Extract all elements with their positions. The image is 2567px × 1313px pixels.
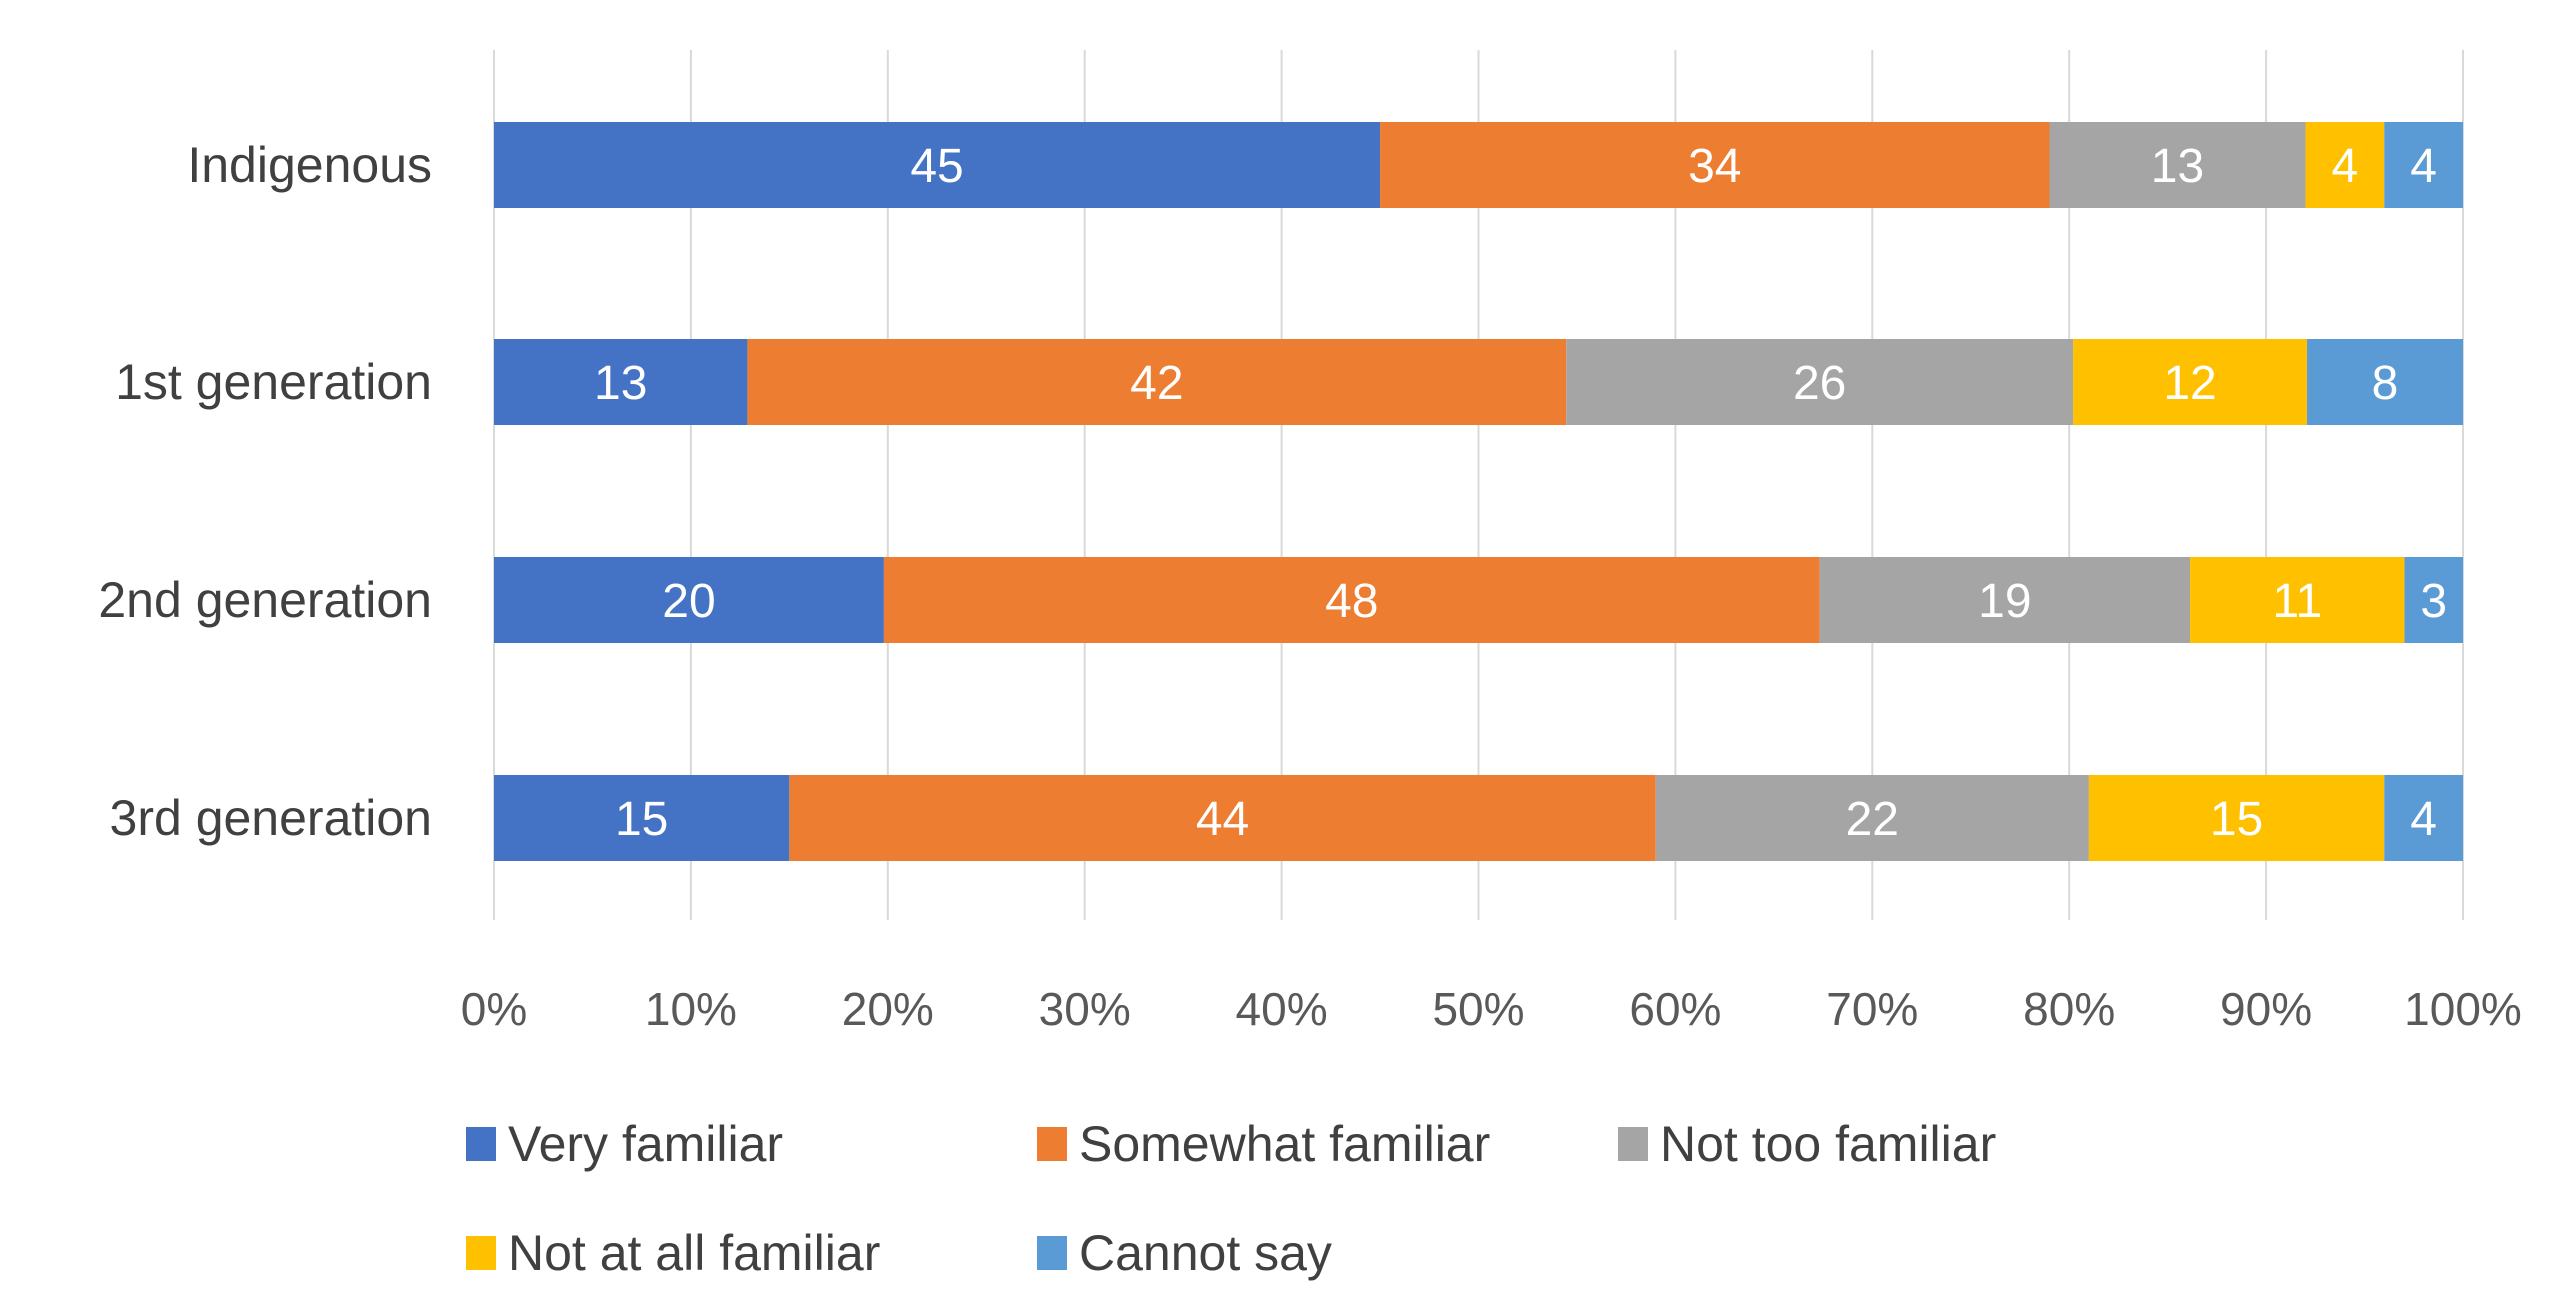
legend-label: Somewhat familiar [1079, 1116, 1490, 1172]
bar-segment [2384, 775, 2463, 861]
x-tick-label: 90% [2220, 983, 2312, 1035]
legend-label: Very familiar [508, 1116, 783, 1172]
data-label: 15 [615, 793, 668, 846]
bar-segment [1380, 122, 2050, 208]
data-label: 13 [594, 357, 647, 410]
data-label: 8 [2372, 357, 2399, 410]
data-label: 11 [2272, 575, 2322, 628]
x-tick-label: 60% [1629, 983, 1721, 1035]
category-label: 3rd generation [110, 790, 432, 846]
data-label: 15 [2210, 793, 2263, 846]
bar-segment [1655, 775, 2089, 861]
bar-segment [494, 557, 884, 643]
bar-segment [2307, 339, 2463, 425]
bars: 45 34 13 4 413 42 26 12 820 48 19 11 315 44 22 15 4 [494, 122, 2463, 861]
x-tick-label: 20% [842, 983, 934, 1035]
data-label: 22 [1846, 793, 1899, 846]
x-tick-label: 30% [1039, 983, 1131, 1035]
bar-segment [789, 775, 1656, 861]
data-label: 20 [662, 575, 715, 628]
data-label: 4 [2410, 140, 2437, 193]
data-label: 45 [910, 140, 963, 193]
x-axis-tick-labels: 0% 10% 20% 30% 40% 50% 60% 70% 80% 90% 100% [461, 983, 2522, 1035]
category-labels: Indigenous 1st generation 2nd generation 3r… [98, 137, 432, 846]
legend-label: Cannot say [1079, 1225, 1332, 1281]
bar-segment [2384, 122, 2463, 208]
x-tick-label: 10% [645, 983, 737, 1035]
legend-swatch [1037, 1127, 1067, 1161]
data-label: 13 [2151, 140, 2204, 193]
legend: Very familiar Somewhat familiar Not too fa… [466, 1116, 1996, 1281]
data-label: 48 [1325, 575, 1378, 628]
bar-segment [2305, 122, 2385, 208]
legend-swatch [466, 1236, 496, 1270]
data-label: 3 [2420, 575, 2447, 628]
bar-segment [494, 775, 790, 861]
bar-segment [1819, 557, 2191, 643]
category-label: 1st generation [115, 354, 432, 410]
legend-swatch [1037, 1236, 1067, 1270]
x-tick-label: 80% [2023, 983, 2115, 1035]
x-tick-label: 50% [1432, 983, 1524, 1035]
data-label: 12 [2163, 357, 2216, 410]
x-tick-label: 0% [461, 983, 527, 1035]
legend-swatch [466, 1127, 496, 1161]
category-label: 2nd generation [98, 572, 432, 628]
bar-segment [494, 122, 1381, 208]
x-tick-label: 100% [2404, 983, 2522, 1035]
data-label: 4 [2410, 793, 2437, 846]
x-tick-label: 40% [1236, 983, 1328, 1035]
bar-segment [747, 339, 1567, 425]
bar-segment [883, 557, 1820, 643]
category-label: Indigenous [187, 137, 432, 193]
x-tick-label: 70% [1826, 983, 1918, 1035]
bar-segment [2049, 122, 2306, 208]
data-label: 34 [1688, 140, 1741, 193]
legend-swatch [1618, 1127, 1648, 1161]
data-label: 26 [1793, 357, 1846, 410]
bar-segment [2190, 557, 2405, 643]
data-label: 44 [1196, 793, 1249, 846]
bar-segment [1566, 339, 2074, 425]
data-label: 19 [1978, 575, 2031, 628]
data-label: 42 [1130, 357, 1183, 410]
bar-segment [2088, 775, 2385, 861]
bar-segment [2404, 557, 2463, 643]
legend-label: Not at all familiar [508, 1225, 880, 1281]
bar-segment [2073, 339, 2308, 425]
bar-segment [494, 339, 748, 425]
legend-label: Not too familiar [1660, 1116, 1996, 1172]
data-label: 4 [2332, 140, 2359, 193]
